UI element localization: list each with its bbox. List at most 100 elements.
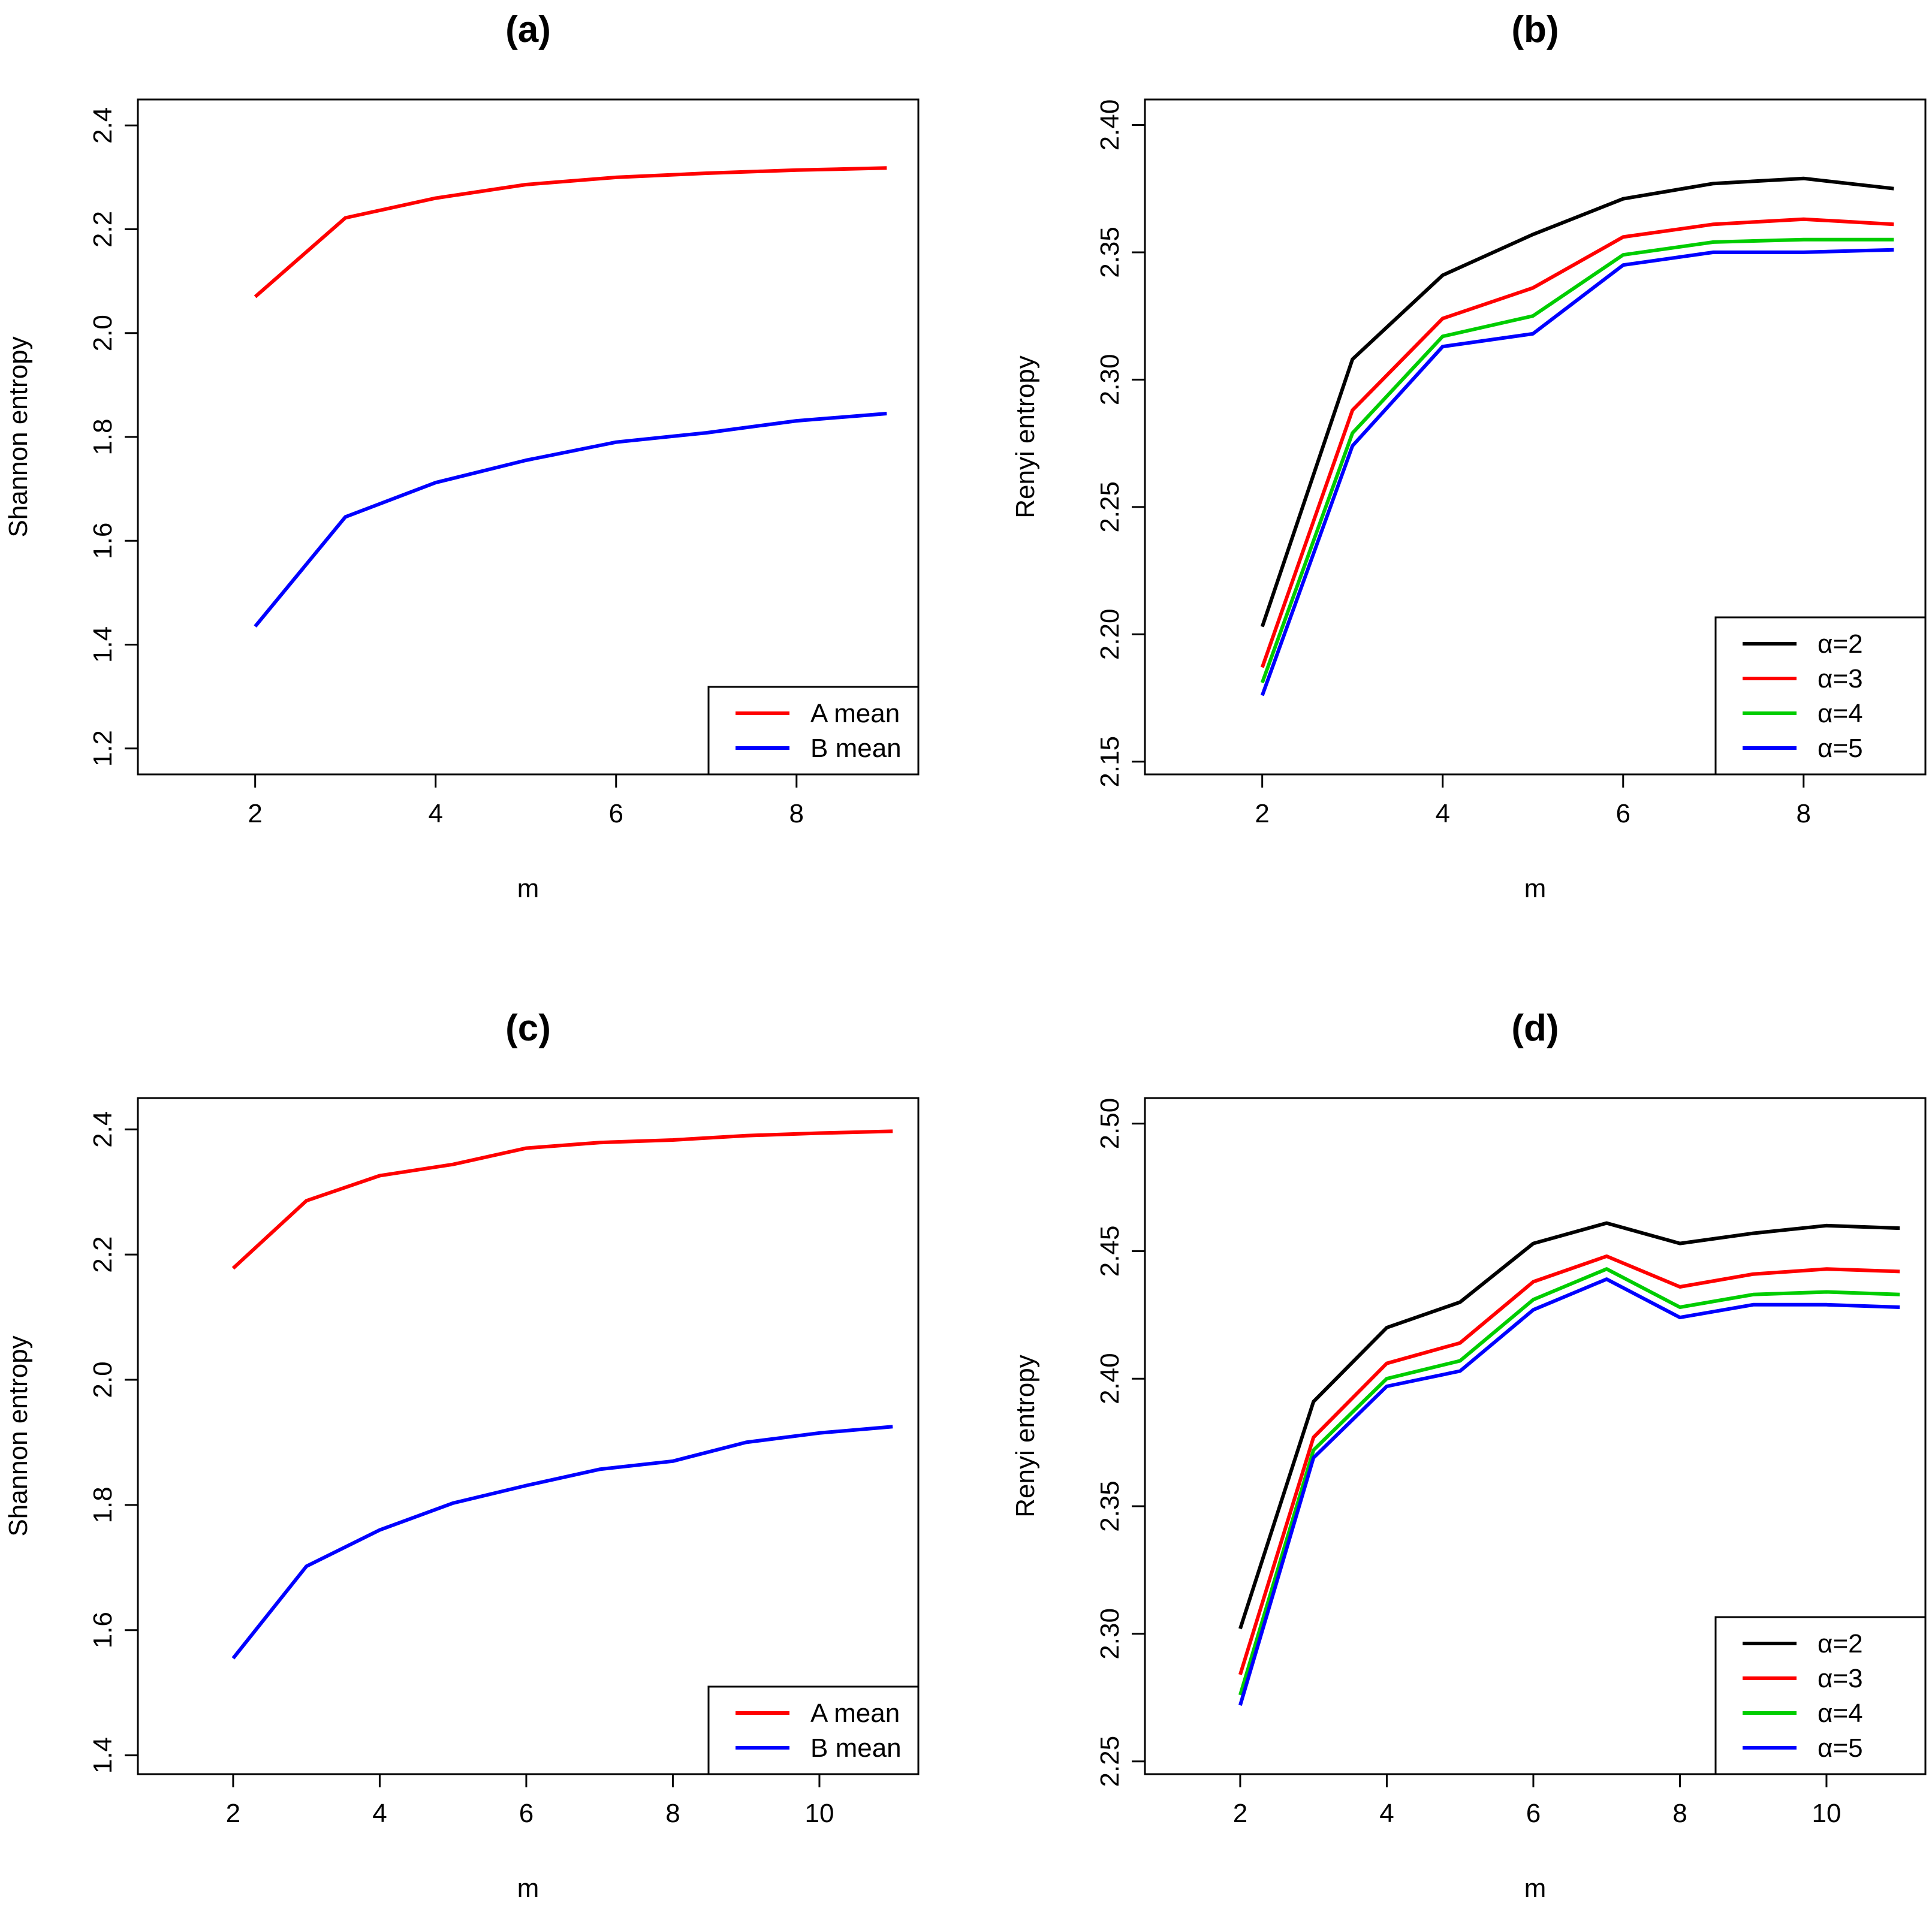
x-tick-label: 2 — [1255, 799, 1269, 828]
series-line-α=3 — [1260, 217, 1894, 668]
x-tick-label: 8 — [665, 1799, 680, 1828]
y-axis-label: Shannon entropy — [4, 336, 33, 537]
x-tick-label: 8 — [1672, 1799, 1687, 1828]
legend: A mean B mean — [707, 686, 920, 776]
y-tick-label: 2.45 — [1095, 1226, 1125, 1277]
legend: α=2 α=3 α=4 α=5 — [1714, 1616, 1927, 1775]
legend: α=2 α=3 α=4 α=5 — [1714, 616, 1927, 776]
y-tick-label: 1.6 — [88, 523, 117, 559]
legend-label: B mean — [810, 734, 902, 763]
x-tick-label: 6 — [1616, 799, 1630, 828]
series-line-B mean — [254, 412, 887, 628]
legend-label: α=2 — [1818, 1629, 1863, 1658]
series-line-α=5 — [1260, 248, 1894, 696]
y-axis-label: Renyi entropy — [1011, 355, 1040, 518]
panel-title: (d) — [1511, 1008, 1559, 1049]
x-axis: 2 4 6 8 10 m — [226, 1774, 834, 1903]
y-tick-label: 1.8 — [88, 1486, 117, 1523]
x-tick-label: 8 — [1797, 799, 1811, 828]
panel-title: (b) — [1511, 9, 1559, 50]
chart-panel-c: (c) 2 4 6 8 10 m 1.4 1.6 1.8 2.0 2.2 2.4 Shannon entr… — [4, 1008, 920, 1903]
series-line-α=4 — [1238, 1267, 1900, 1696]
legend-label: B mean — [810, 1733, 902, 1763]
y-tick-label: 2.25 — [1095, 481, 1125, 533]
y-tick-label: 2.25 — [1095, 1736, 1125, 1787]
legend-label: α=4 — [1818, 1699, 1863, 1728]
series-line-A mean — [231, 1129, 893, 1270]
panel-title: (a) — [505, 9, 551, 50]
y-tick-label: 2.0 — [88, 315, 117, 351]
x-tick-label: 2 — [226, 1799, 240, 1828]
series-line-α=4 — [1260, 237, 1894, 684]
legend-label: A mean — [810, 1699, 900, 1728]
plot-frame — [137, 98, 920, 776]
series-line-α=5 — [1238, 1277, 1900, 1706]
x-axis-label: m — [517, 1874, 539, 1903]
y-tick-label: 2.4 — [88, 1111, 117, 1148]
y-axis: 2.15 2.20 2.25 2.30 2.35 2.40 Renyi entropy — [1011, 99, 1145, 788]
y-tick-label: 2.30 — [1095, 354, 1125, 406]
y-axis: 2.25 2.30 2.35 2.40 2.45 2.50 Renyi entropy — [1011, 1098, 1145, 1787]
x-axis-label: m — [1524, 874, 1547, 903]
y-axis-label: Shannon entropy — [4, 1335, 33, 1536]
x-tick-label: 2 — [1233, 1799, 1247, 1828]
y-tick-label: 1.6 — [88, 1612, 117, 1648]
legend-label: α=5 — [1818, 734, 1863, 763]
y-axis: 1.2 1.4 1.6 1.8 2.0 2.2 2.4 Shannon entropy — [4, 107, 138, 767]
legend-label: α=3 — [1818, 664, 1863, 693]
x-axis: 2 4 6 8 m — [1255, 774, 1811, 903]
series-line-α=3 — [1238, 1254, 1900, 1675]
series-line-B mean — [231, 1425, 893, 1660]
x-tick-label: 10 — [1812, 1799, 1841, 1828]
x-tick-label: 4 — [428, 799, 442, 828]
chart-panel-b: (b) 2 4 6 8 m 2.15 2.20 2.25 2.30 2.35 2.40 Renyi en… — [1011, 9, 1927, 903]
y-tick-label: 2.50 — [1095, 1098, 1125, 1150]
legend-label: A mean — [810, 699, 900, 728]
y-tick-label: 1.4 — [88, 626, 117, 663]
x-axis: 2 4 6 8 10 m — [1233, 1774, 1841, 1903]
legend-box — [707, 1685, 920, 1775]
series-line-α=2 — [1238, 1221, 1900, 1630]
y-tick-label: 2.4 — [88, 107, 117, 144]
legend-label: α=3 — [1818, 1664, 1863, 1693]
y-tick-label: 2.40 — [1095, 99, 1125, 151]
x-tick-label: 4 — [372, 1799, 387, 1828]
y-tick-label: 2.30 — [1095, 1608, 1125, 1660]
chart-panel-d: (d) 2 4 6 8 10 m 2.25 2.30 2.35 2.40 2.45 2.50 Renyi … — [1011, 1008, 1927, 1903]
panel-title: (c) — [505, 1008, 551, 1049]
plot-frame — [137, 1097, 920, 1775]
plot-frame — [1144, 98, 1927, 776]
y-axis-label: Renyi entropy — [1011, 1355, 1040, 1517]
series-line-α=2 — [1260, 176, 1894, 628]
y-tick-label: 2.0 — [88, 1361, 117, 1398]
y-tick-label: 1.4 — [88, 1737, 117, 1774]
y-tick-label: 2.15 — [1095, 736, 1125, 788]
y-tick-label: 1.8 — [88, 418, 117, 455]
x-tick-label: 10 — [804, 1799, 834, 1828]
legend-label: α=4 — [1818, 699, 1863, 728]
x-tick-label: 6 — [519, 1799, 534, 1828]
x-tick-label: 2 — [248, 799, 262, 828]
y-tick-label: 2.35 — [1095, 227, 1125, 278]
x-tick-label: 6 — [609, 799, 623, 828]
legend: A mean B mean — [707, 1685, 920, 1775]
series-line-A mean — [254, 166, 887, 298]
y-tick-label: 1.2 — [88, 730, 117, 767]
chart-panel-a: (a) 2 4 6 8 m 1.2 1.4 1.6 1.8 2.0 2.2 2.4 Shannon ent… — [4, 9, 920, 903]
y-tick-label: 2.20 — [1095, 608, 1125, 660]
x-tick-label: 8 — [789, 799, 804, 828]
x-tick-label: 6 — [1526, 1799, 1541, 1828]
y-tick-label: 2.35 — [1095, 1480, 1125, 1532]
y-tick-label: 2.2 — [88, 1237, 117, 1273]
x-tick-label: 4 — [1435, 799, 1449, 828]
x-tick-label: 4 — [1379, 1799, 1394, 1828]
plot-frame — [1144, 1097, 1927, 1775]
legend-box — [707, 686, 920, 776]
x-axis: 2 4 6 8 m — [248, 774, 804, 903]
legend-label: α=2 — [1818, 629, 1863, 659]
x-axis-label: m — [1524, 1874, 1547, 1903]
y-tick-label: 2.2 — [88, 211, 117, 248]
legend-label: α=5 — [1818, 1733, 1863, 1763]
x-axis-label: m — [517, 874, 539, 903]
